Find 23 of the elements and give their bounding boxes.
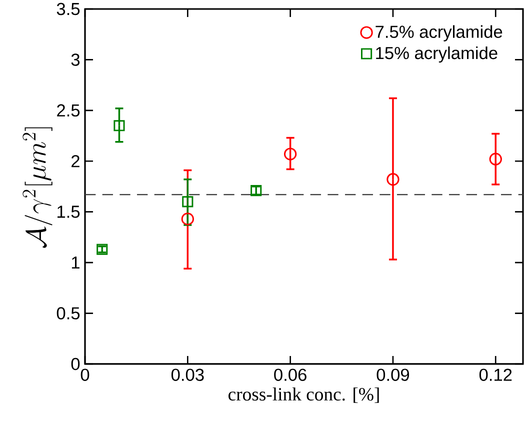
y-axis-title: $\mathcal{A}/\gamma^2[\mu m^2]$ [22,127,52,248]
x-tick-label: 0.06 [274,368,306,381]
x-tick-label: 0 [80,368,90,381]
x-tick-label: 0.09 [376,368,410,381]
point [284,148,297,160]
y-tick-label: 1 [72,256,80,269]
point [181,212,194,226]
point [489,152,502,166]
point [114,120,125,132]
y-tick-label: 2.5 [57,104,80,117]
point [182,196,194,208]
y-tick-label: 0.5 [56,307,80,320]
point [386,173,400,186]
y-tick-label: 0 [71,358,80,370]
y-tick-label: 3.5 [56,2,80,16]
y-tick-label: 1.5 [58,206,80,218]
x-tick-label: 0.12 [479,368,512,381]
y-tick-label: 3 [71,54,80,66]
y-tick-label: 2 [72,155,80,168]
x-tick-label: 0.03 [171,368,204,381]
legend-label: 15% acrylamide [376,46,498,63]
legend-label: 7.5% acrylamide [376,25,502,42]
x-axis-title: cross-link conc. [%] [228,387,379,403]
